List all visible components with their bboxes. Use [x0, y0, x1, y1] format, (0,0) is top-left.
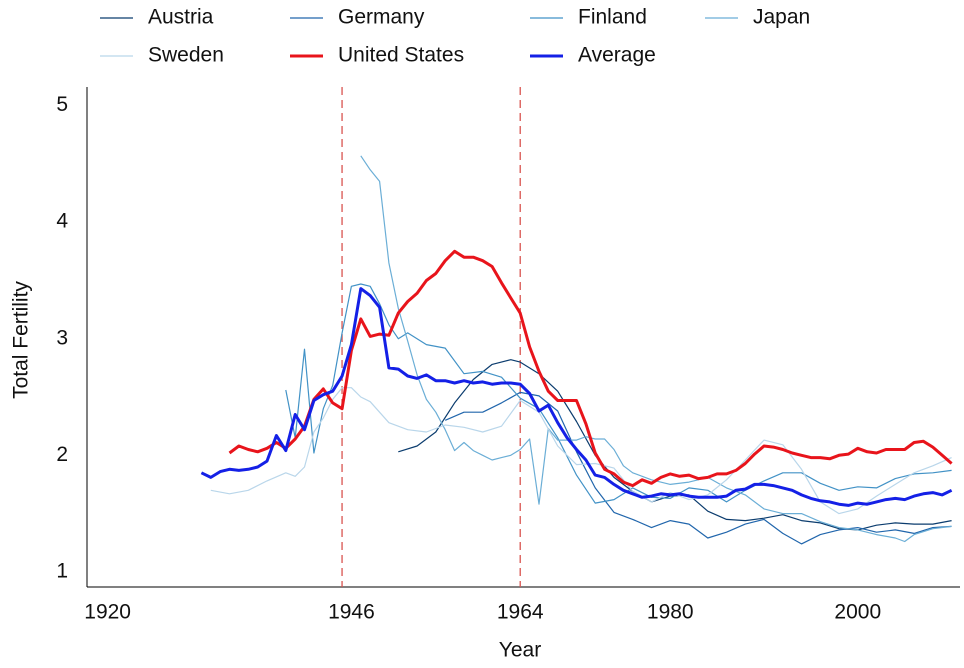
legend-label: Average — [578, 44, 656, 67]
legend-label: United States — [338, 44, 464, 67]
legend-label: Germany — [338, 6, 425, 29]
legend-label: Japan — [753, 6, 810, 29]
series-line — [360, 155, 952, 543]
series-line — [444, 391, 952, 545]
x-tick-label: 1980 — [647, 601, 694, 624]
y-tick-label: 3 — [56, 326, 68, 349]
legend-label: Finland — [578, 6, 647, 29]
series-line — [285, 283, 952, 504]
series-line — [210, 387, 952, 515]
legend-label: Sweden — [148, 44, 224, 67]
y-tick-label: 5 — [56, 93, 68, 116]
y-axis-label: Total Fertility — [10, 281, 33, 399]
x-tick-label: 1920 — [84, 601, 131, 624]
series-line — [200, 287, 953, 507]
legend-label: Austria — [148, 6, 214, 29]
y-tick-label: 2 — [56, 443, 68, 466]
x-tick-label: 1946 — [328, 601, 375, 624]
x-axis-label: Year — [499, 639, 541, 662]
x-tick-label: 1964 — [497, 601, 544, 624]
series-line — [228, 249, 953, 488]
y-tick-label: 1 — [56, 559, 68, 582]
y-tick-label: 4 — [56, 210, 68, 233]
x-tick-label: 2000 — [834, 601, 881, 624]
